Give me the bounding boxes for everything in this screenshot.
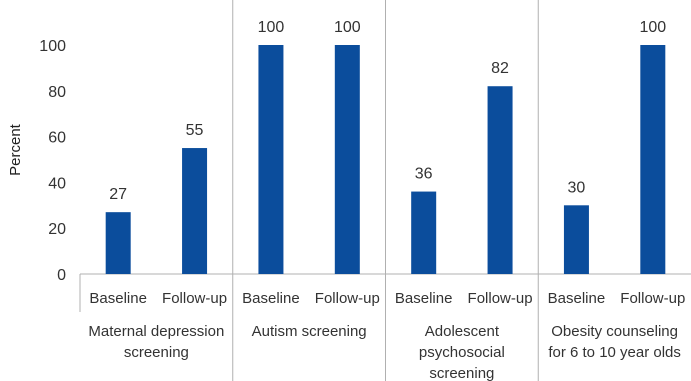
category-label: Follow-up bbox=[468, 290, 533, 307]
bars bbox=[105, 45, 666, 274]
bar bbox=[105, 212, 131, 274]
category-label: Follow-up bbox=[315, 290, 380, 307]
y-tick-label: 80 bbox=[48, 84, 66, 101]
group-label: Maternal depression bbox=[88, 323, 224, 340]
group-label: Obesity counseling bbox=[551, 323, 678, 340]
category-label: Follow-up bbox=[162, 290, 227, 307]
category-label: Follow-up bbox=[620, 290, 685, 307]
category-label: Baseline bbox=[242, 290, 300, 307]
data-label: 100 bbox=[639, 19, 666, 36]
data-label: 100 bbox=[334, 19, 361, 36]
group-label: Adolescent bbox=[425, 323, 500, 340]
y-tick-label: 0 bbox=[57, 267, 66, 284]
category-label: Baseline bbox=[395, 290, 453, 307]
y-axis-ticks: 0 20 40 60 80 100 bbox=[39, 38, 66, 284]
group-label: psychosocial bbox=[419, 344, 505, 361]
data-label: 100 bbox=[258, 19, 285, 36]
bar bbox=[334, 45, 360, 274]
group-label: screening bbox=[124, 344, 189, 361]
y-tick-label: 60 bbox=[48, 130, 66, 147]
data-label: 30 bbox=[568, 179, 586, 196]
data-label: 55 bbox=[186, 122, 204, 139]
data-label: 36 bbox=[415, 166, 433, 183]
y-tick-label: 20 bbox=[48, 221, 66, 238]
data-labels: 27 55 100 100 36 82 30 100 bbox=[109, 19, 666, 203]
group-label: for 6 to 10 year olds bbox=[548, 344, 681, 361]
bar bbox=[182, 148, 208, 274]
y-tick-label: 40 bbox=[48, 175, 66, 192]
bar bbox=[258, 45, 284, 274]
group-label: Autism screening bbox=[252, 323, 367, 340]
category-label: Baseline bbox=[548, 290, 606, 307]
data-label: 27 bbox=[109, 186, 127, 203]
axes bbox=[79, 0, 691, 381]
bar bbox=[487, 86, 513, 274]
group-label: screening bbox=[429, 365, 494, 381]
bar bbox=[563, 205, 589, 274]
x-axis-categories: Baseline Follow-up Maternal depression scre… bbox=[88, 290, 685, 381]
y-axis-title: Percent bbox=[7, 123, 24, 176]
bar bbox=[640, 45, 666, 274]
data-label: 82 bbox=[491, 60, 509, 77]
category-label: Baseline bbox=[89, 290, 147, 307]
y-tick-label: 100 bbox=[39, 38, 66, 55]
bar bbox=[411, 191, 437, 274]
